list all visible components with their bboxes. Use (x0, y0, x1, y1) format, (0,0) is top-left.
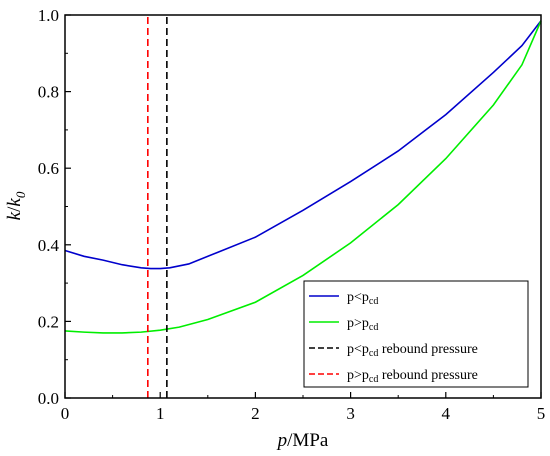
legend-label-2: p<pcd rebound pressure (347, 342, 478, 359)
x-tick-label: 3 (346, 404, 355, 423)
lines-layer (64, 15, 542, 398)
x-ticks: 0 1 2 3 4 5 (61, 392, 546, 423)
x-tick-label: 1 (156, 404, 165, 423)
y-ticks: 0.0 0.2 0.4 0.6 0.8 1.0 (38, 6, 71, 408)
legend-label-3: p>pcd rebound pressure (347, 368, 478, 385)
x-tick-label: 0 (61, 404, 70, 423)
y-tick-label: 1.0 (38, 6, 59, 25)
y-axis-title: k/k0 (4, 191, 28, 220)
legend-label-0: p<pcd (347, 290, 378, 307)
legend-box (303, 280, 529, 388)
y-tick-label: 0.6 (38, 159, 59, 178)
y-tick-label: 0.4 (38, 236, 60, 255)
x-tick-label: 5 (537, 404, 546, 423)
y-tick-label: 0.8 (38, 83, 59, 102)
x-tick-label: 4 (442, 404, 451, 423)
legend: p<pcd p>pcd p<pcd rebound pressure p>pcd re… (303, 280, 529, 388)
y-tick-label: 0.0 (38, 389, 59, 408)
y-tick-label: 0.2 (38, 312, 59, 331)
x-axis-title: p/MPa (276, 430, 329, 451)
series-line-0 (64, 20, 542, 270)
legend-label-1: p>pcd (347, 316, 378, 333)
x-tick-label: 2 (251, 404, 260, 423)
series-line-1 (64, 20, 542, 334)
